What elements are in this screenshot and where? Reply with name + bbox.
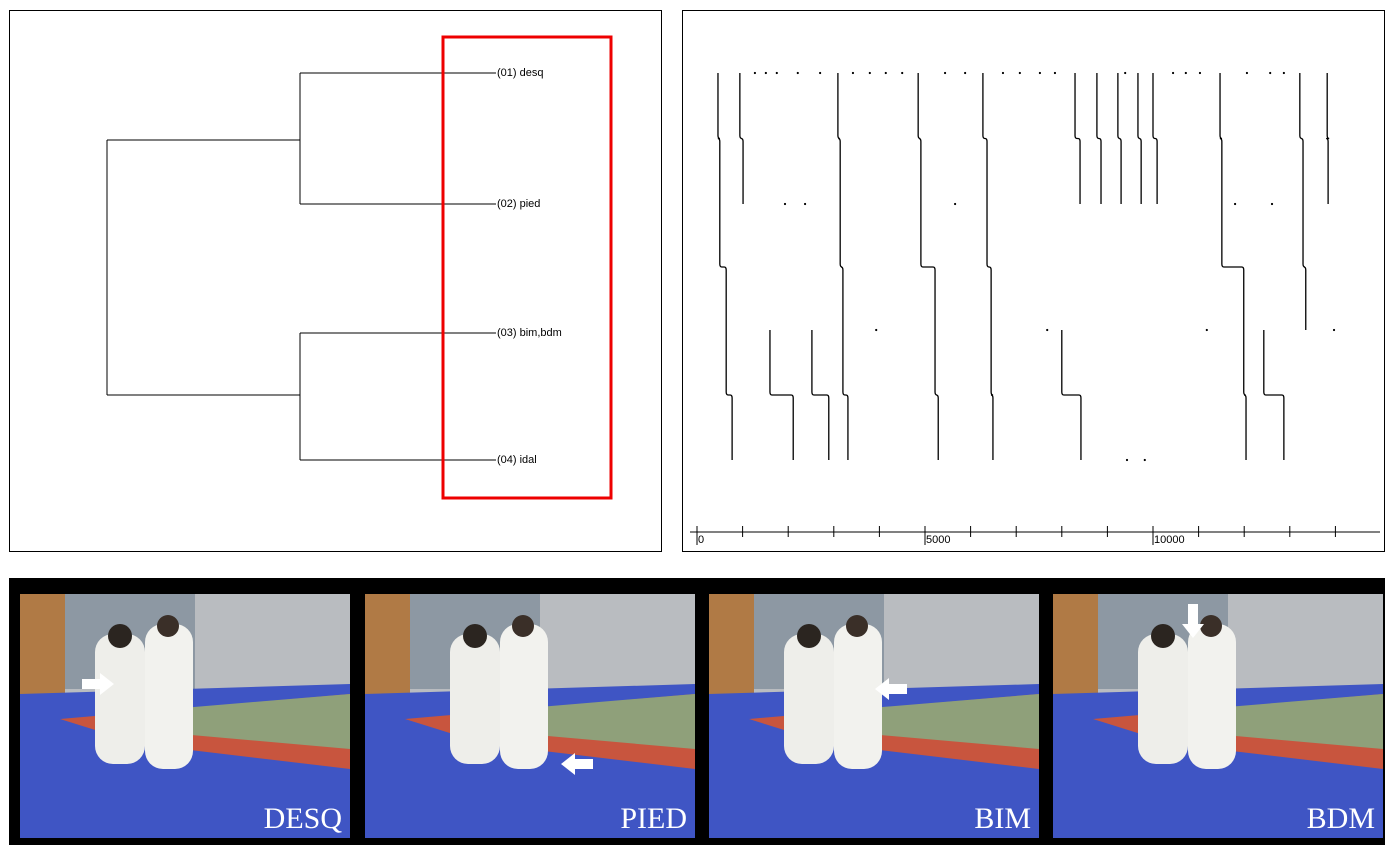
event-dot	[765, 72, 767, 74]
leaf-label: (04) idal	[497, 454, 537, 466]
event-dot	[784, 203, 786, 205]
photo-caption: DESQ	[264, 802, 343, 835]
event-dot	[1039, 72, 1041, 74]
head-1	[108, 624, 132, 648]
head-2	[512, 615, 534, 637]
judoka-2	[1188, 624, 1236, 769]
photo-caption: BDM	[1307, 802, 1375, 835]
event-dot	[954, 203, 956, 205]
event-dot	[1172, 72, 1174, 74]
judoka-2	[145, 624, 193, 769]
event-dot	[1206, 329, 1208, 331]
photo-caption: BIM	[974, 802, 1031, 835]
timeline-panel	[683, 11, 1385, 552]
leaf-label: (01) desq	[497, 67, 543, 79]
event-dot	[1185, 72, 1187, 74]
judoka-2	[834, 624, 882, 769]
event-dot	[1002, 72, 1004, 74]
event-dot	[1283, 72, 1285, 74]
event-dot	[804, 203, 806, 205]
photo: PIED	[365, 594, 695, 838]
event-dot	[754, 72, 756, 74]
photo-caption: PIED	[620, 802, 687, 835]
event-dot	[1269, 72, 1271, 74]
event-dot	[964, 72, 966, 74]
event-dot	[819, 72, 821, 74]
x-tick-label: 10000	[1154, 534, 1185, 546]
leaf-label: (02) pied	[497, 198, 540, 210]
event-dot	[1271, 203, 1273, 205]
event-dot	[1124, 72, 1126, 74]
event-dot	[797, 72, 799, 74]
judoka-1	[450, 634, 500, 764]
x-tick-label: 0	[698, 534, 704, 546]
head-2	[846, 615, 868, 637]
judoka-1	[95, 634, 145, 764]
event-dot	[1054, 72, 1056, 74]
x-tick-label: 5000	[926, 534, 950, 546]
event-dot	[1333, 329, 1335, 331]
event-dot	[885, 72, 887, 74]
event-dot	[776, 72, 778, 74]
leaf-label: (03) bim,bdm	[497, 327, 562, 339]
event-dot	[1019, 72, 1021, 74]
event-dot	[869, 72, 871, 74]
photo-wood	[365, 594, 410, 699]
photo: BDM	[1053, 594, 1383, 838]
head-1	[463, 624, 487, 648]
head-1	[797, 624, 821, 648]
judoka-2	[500, 624, 548, 769]
photo: BIM	[709, 594, 1039, 838]
photo-wood	[1053, 594, 1098, 699]
photo-wood	[20, 594, 65, 699]
event-dot	[875, 329, 877, 331]
event-dot	[852, 72, 854, 74]
head-1	[1151, 624, 1175, 648]
judoka-1	[784, 634, 834, 764]
head-2	[157, 615, 179, 637]
event-dot	[1046, 329, 1048, 331]
event-dot	[944, 72, 946, 74]
event-dot	[1199, 72, 1201, 74]
event-dot	[1144, 459, 1146, 461]
event-dot	[1246, 72, 1248, 74]
event-dot	[1234, 203, 1236, 205]
event-dot	[901, 72, 903, 74]
judoka-1	[1138, 634, 1188, 764]
head-2	[1200, 615, 1222, 637]
photo: DESQ	[20, 594, 350, 838]
event-dot	[1126, 459, 1128, 461]
page: (01) desq (02) pied (03) bim,bdm (04) idal 0…	[0, 0, 1393, 845]
photo-wood	[709, 594, 754, 699]
figure: (01) desq (02) pied (03) bim,bdm (04) idal 0…	[0, 0, 1393, 845]
